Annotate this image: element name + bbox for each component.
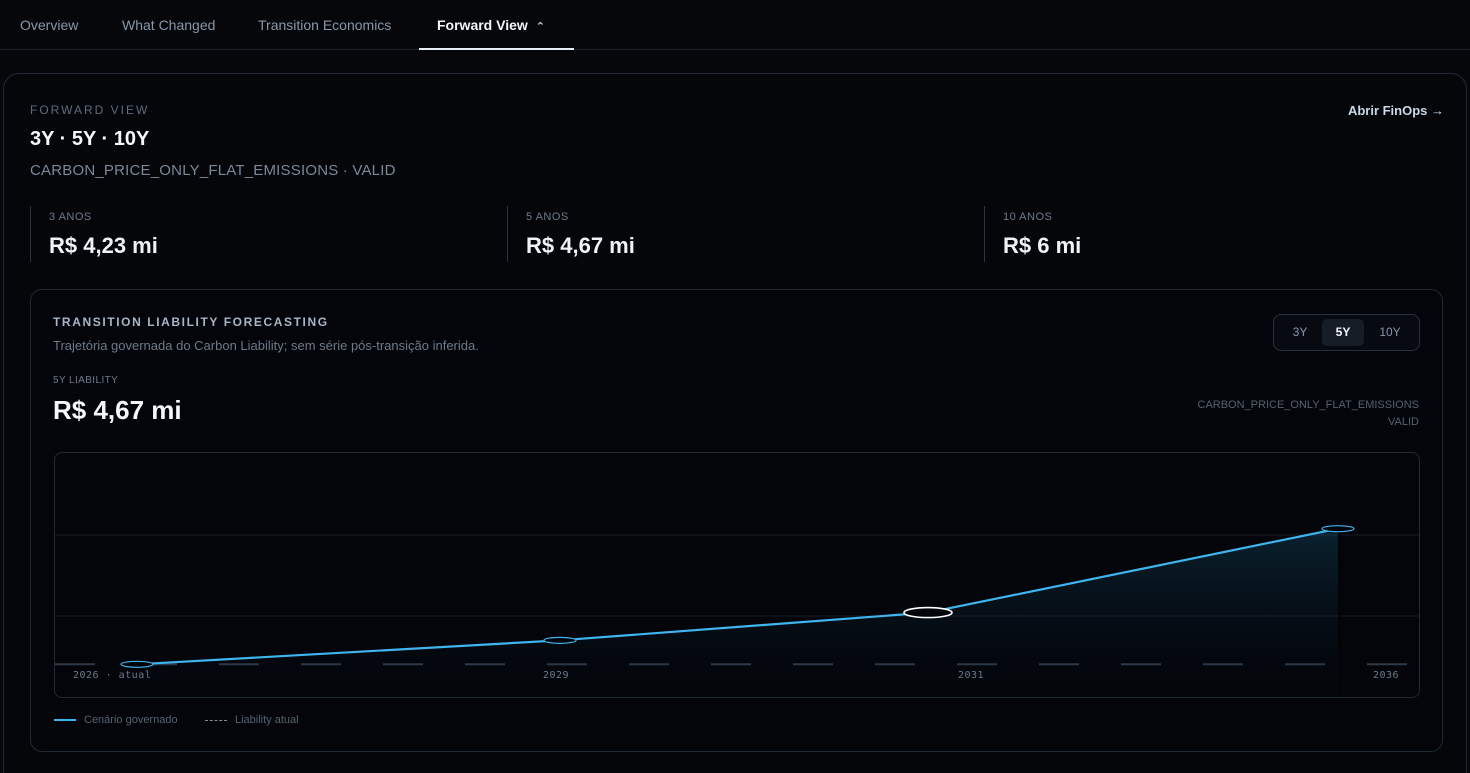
kpi-label: 3 ANOS xyxy=(49,211,92,223)
data-point xyxy=(1321,525,1355,533)
section-eyebrow: FORWARD VIEW xyxy=(30,103,150,117)
legend-swatch-dashed xyxy=(205,719,227,721)
x-tick-label: 2031 xyxy=(958,670,985,681)
kpi-label: 10 ANOS xyxy=(1003,211,1053,223)
x-tick-label: 2036 xyxy=(1373,670,1400,681)
scenario-name: CARBON_PRICE_ONLY_FLAT_EMISSIONS xyxy=(1197,399,1420,411)
metric-value: R$ 4,67 mi xyxy=(53,395,182,425)
data-point xyxy=(903,606,953,619)
horizon-5y-button[interactable]: 5Y xyxy=(1322,319,1364,346)
forecasting-subtitle: Trajetória governada do Carbon Liability… xyxy=(53,338,479,353)
x-tick-label: 2026 · atual xyxy=(73,670,152,681)
legend-label: Cenário governado xyxy=(84,714,178,726)
metric-label: 5Y LIABILITY xyxy=(53,375,119,386)
legend-item-governed: Cenário governado xyxy=(54,714,178,726)
chart-svg xyxy=(55,525,1419,697)
kpi-value: R$ 4,67 mi xyxy=(526,233,635,258)
legend-swatch-solid xyxy=(54,719,76,722)
governed-area xyxy=(137,528,1338,697)
tab-transition-economics[interactable]: Transition Economics xyxy=(258,17,392,33)
x-tick-label: 2029 xyxy=(543,670,570,681)
open-finops-link[interactable]: Abrir FinOps → xyxy=(1347,103,1444,118)
forecasting-title: TRANSITION LIABILITY FORECASTING xyxy=(53,315,329,329)
kpi-value: R$ 6 mi xyxy=(1003,233,1082,258)
data-point xyxy=(120,660,154,668)
liability-chart: 2026 · atual 2029 2031 2036 xyxy=(54,452,1420,698)
tab-what-changed[interactable]: What Changed xyxy=(122,17,216,33)
scenario-subtitle: CARBON_PRICE_ONLY_FLAT_EMISSIONS · VALID xyxy=(30,162,396,179)
tab-bar: Overview What Changed Transition Economi… xyxy=(0,0,1470,50)
chevron-up-icon: ⌃ xyxy=(535,21,545,33)
kpi-value: R$ 4,23 mi xyxy=(49,233,158,258)
kpi-5-years: 5 ANOS R$ 4,67 mi xyxy=(507,206,977,262)
horizon-selector: 3Y 5Y 10Y xyxy=(1273,314,1420,351)
page-title: 3Y · 5Y · 10Y xyxy=(30,128,150,150)
scenario-status: VALID xyxy=(1388,416,1419,428)
tab-forward-view[interactable]: Forward View ⌃ xyxy=(419,0,574,50)
tab-overview[interactable]: Overview xyxy=(20,17,79,33)
tab-forward-view-label: Forward View xyxy=(437,17,528,33)
area-edge xyxy=(1338,528,1341,697)
data-point xyxy=(543,636,577,644)
kpi-10-years: 10 ANOS R$ 6 mi xyxy=(984,206,1454,262)
kpi-label: 5 ANOS xyxy=(526,211,569,223)
legend-item-current: Liability atual xyxy=(205,714,299,726)
scenario-info: CARBON_PRICE_ONLY_FLAT_EMISSIONS VALID xyxy=(1198,397,1420,431)
horizon-10y-button[interactable]: 10Y xyxy=(1379,325,1401,339)
governed-series-line xyxy=(136,527,1339,666)
kpi-3-years: 3 ANOS R$ 4,23 mi xyxy=(30,206,500,262)
legend-label: Liability atual xyxy=(235,714,299,726)
horizon-3y-button[interactable]: 3Y xyxy=(1292,325,1308,339)
